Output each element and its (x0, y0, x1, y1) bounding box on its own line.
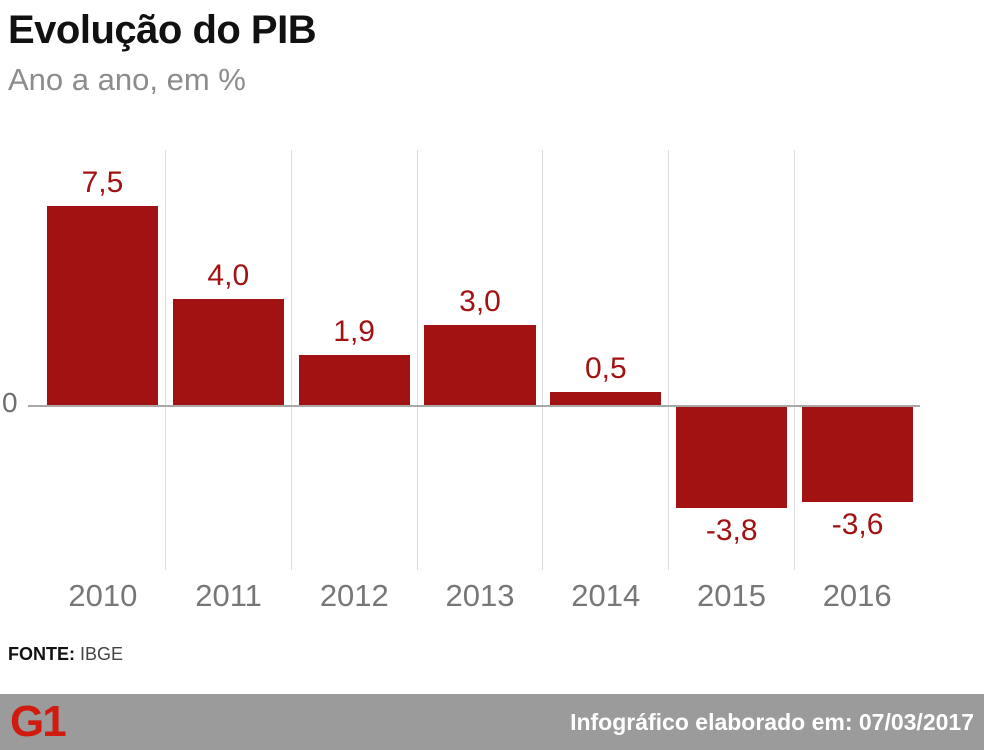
chart-column: 0,5 (543, 150, 670, 570)
chart-column: 7,5 (40, 150, 166, 570)
x-axis-label: 2011 (195, 578, 262, 613)
x-axis-label: 2014 (571, 578, 641, 613)
chart-column: 3,0 (418, 150, 544, 570)
x-axis: 2010 2011 2012 2013 2014 2015 2016 (40, 578, 920, 614)
x-axis-label: 2010 (68, 578, 138, 613)
source-label: FONTE: (8, 644, 75, 664)
bar-value-label: 4,0 (207, 259, 250, 292)
bar-value-label: 3,0 (459, 285, 501, 318)
source-value: IBGE (80, 644, 124, 664)
chart-title: Evolução do PIB (8, 8, 317, 52)
bar-chart: 0 7,5 4,0 1,9 3,0 0,5 -3,8 -3,6 (2, 150, 920, 570)
x-axis-label: 2015 (696, 578, 766, 613)
bar-value-label: 0,5 (585, 352, 627, 385)
chart-column: 1,9 (292, 150, 418, 570)
chart-plot-area: 7,5 4,0 1,9 3,0 0,5 -3,8 -3,6 (40, 150, 920, 570)
chart-column: -3,6 (795, 150, 920, 570)
footer-note: Infográfico elaborado em: 07/03/2017 (570, 708, 974, 735)
bar-2014 (550, 392, 662, 405)
chart-subtitle: Ano a ano, em % (8, 62, 246, 97)
chart-column: 4,0 (166, 150, 292, 570)
bar-value-label: 7,5 (81, 166, 124, 199)
x-axis-label: 2016 (822, 578, 892, 613)
bar-value-label: 1,9 (333, 315, 375, 348)
bar-2015 (676, 407, 788, 508)
bar-2010 (46, 206, 158, 405)
g1-logo: G1 (10, 697, 67, 746)
bar-value-label: -3,6 (831, 508, 884, 541)
bar-2012 (298, 355, 410, 405)
footer-bar: G1 Infográfico elaborado em: 07/03/2017 (0, 694, 984, 750)
zero-axis-line (28, 405, 920, 407)
bar-value-label: -3,8 (705, 514, 758, 547)
chart-column: -3,8 (669, 150, 796, 570)
bar-2016 (802, 407, 914, 502)
source-line: FONTE: IBGE (8, 644, 123, 665)
x-axis-label: 2013 (445, 578, 515, 613)
bar-2013 (424, 325, 536, 405)
bar-2011 (172, 299, 284, 405)
x-axis-label: 2012 (319, 578, 389, 613)
zero-axis-label: 0 (2, 387, 18, 418)
